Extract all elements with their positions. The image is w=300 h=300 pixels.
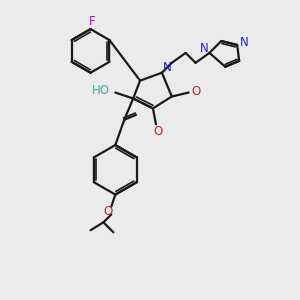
Text: HO: HO	[92, 84, 110, 97]
Text: N: N	[240, 35, 248, 49]
Text: F: F	[89, 15, 96, 28]
Text: O: O	[153, 125, 163, 138]
Text: O: O	[104, 205, 113, 218]
Text: O: O	[191, 85, 200, 98]
Text: N: N	[163, 61, 171, 74]
Text: N: N	[200, 42, 209, 56]
